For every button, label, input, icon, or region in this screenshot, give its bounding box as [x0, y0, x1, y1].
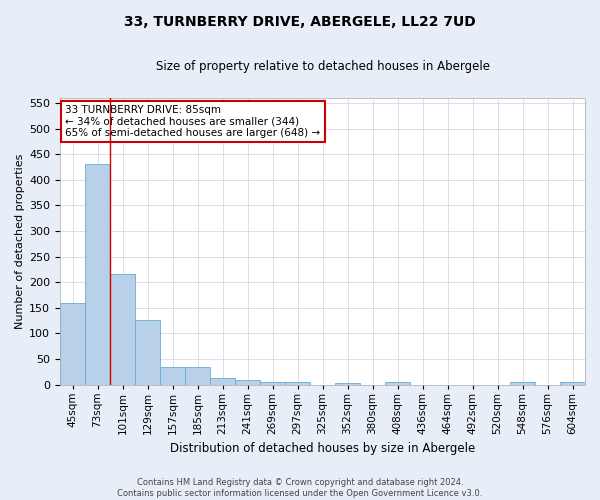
Bar [285, 382, 310, 384]
Text: 33, TURNBERRY DRIVE, ABERGELE, LL22 7UD: 33, TURNBERRY DRIVE, ABERGELE, LL22 7UD [124, 15, 476, 29]
Bar [110, 274, 135, 384]
Title: Size of property relative to detached houses in Abergele: Size of property relative to detached ho… [155, 60, 490, 73]
Bar [385, 382, 410, 384]
Bar [560, 382, 585, 384]
Bar [85, 164, 110, 384]
Bar [235, 380, 260, 384]
Y-axis label: Number of detached properties: Number of detached properties [15, 154, 25, 329]
Bar [335, 383, 360, 384]
Text: 33 TURNBERRY DRIVE: 85sqm
← 34% of detached houses are smaller (344)
65% of semi: 33 TURNBERRY DRIVE: 85sqm ← 34% of detac… [65, 105, 320, 138]
Bar [135, 320, 160, 384]
Text: Contains HM Land Registry data © Crown copyright and database right 2024.
Contai: Contains HM Land Registry data © Crown c… [118, 478, 482, 498]
Bar [160, 366, 185, 384]
Bar [185, 366, 210, 384]
X-axis label: Distribution of detached houses by size in Abergele: Distribution of detached houses by size … [170, 442, 475, 455]
Bar [210, 378, 235, 384]
Bar [260, 382, 285, 384]
Bar [60, 302, 85, 384]
Bar [510, 382, 535, 384]
